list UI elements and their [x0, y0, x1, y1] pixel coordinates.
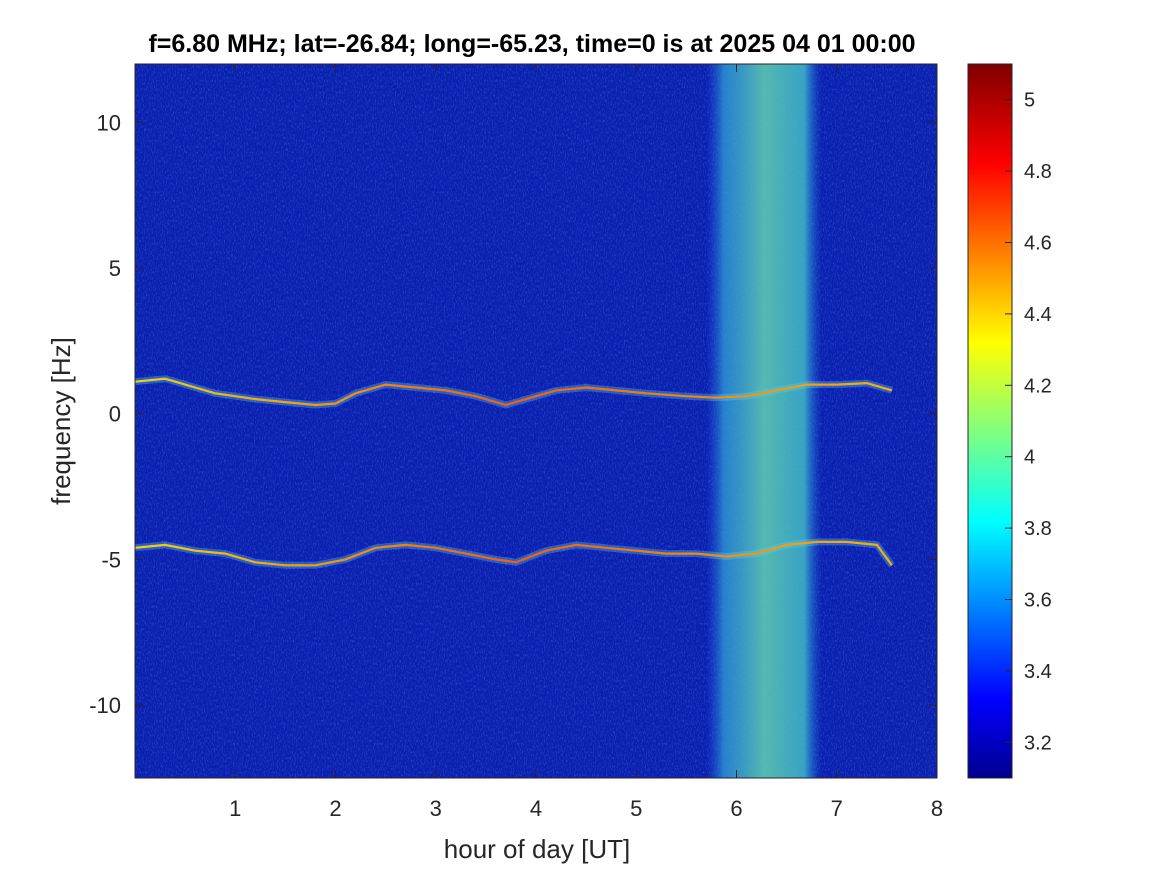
colorbar-tick-label: 3.8: [1024, 518, 1052, 540]
x-tick-label: 7: [831, 796, 843, 821]
noise-band: [706, 64, 822, 778]
lower-trace: [135, 540, 893, 567]
y-axis-label: frequency [Hz]: [46, 337, 76, 505]
y-tick-label: -5: [101, 547, 121, 572]
x-tick-label: 2: [329, 796, 341, 821]
y-tick-label: -10: [89, 693, 121, 718]
x-tick-label: 4: [530, 796, 542, 821]
colorbar-ticks: 5 4.8 4.6 4.4 4.2 4 3.8 3.6 3.4 3.2: [1005, 90, 1052, 754]
colorbar-tick-label: 4.2: [1024, 375, 1052, 397]
y-tick-label: 0: [109, 402, 121, 427]
colorbar-tick-label: 3.6: [1024, 590, 1052, 612]
x-axis: 1 2 3 4 5 6 7 8: [229, 64, 943, 821]
colorbar-tick-label: 4.4: [1024, 304, 1052, 326]
colorbar-frame: [967, 63, 1013, 779]
x-tick-label: 3: [430, 796, 442, 821]
colorbar-tick-label: 4: [1024, 447, 1035, 469]
colorbar: 5 4.8 4.6 4.4 4.2 4 3.8 3.6 3.4 3.2: [967, 63, 1052, 779]
colorbar-tick-label: 5: [1024, 90, 1035, 112]
y-tick-label: 5: [109, 256, 121, 281]
colorbar-tick-label: 3.4: [1024, 661, 1052, 683]
colorbar-tick-label: 4.6: [1024, 233, 1052, 255]
spectral-traces: [135, 375, 895, 569]
plot-area: [135, 64, 937, 778]
y-axis: 10 5 0 -5 -10: [89, 110, 937, 718]
colorbar-tick-label: 4.8: [1024, 161, 1052, 183]
chart-title: f=6.80 MHz; lat=-26.84; long=-65.23, tim…: [148, 30, 915, 58]
x-tick-label: 1: [229, 796, 241, 821]
colorbar-gradient: [968, 64, 1012, 778]
upper-trace: [135, 377, 893, 407]
colorbar-tick-label: 3.2: [1024, 732, 1052, 754]
x-tick-label: 8: [931, 796, 943, 821]
y-tick-label: 10: [97, 110, 121, 135]
x-axis-label: hour of day [UT]: [444, 834, 630, 864]
x-tick-label: 5: [630, 796, 642, 821]
x-tick-label: 6: [730, 796, 742, 821]
